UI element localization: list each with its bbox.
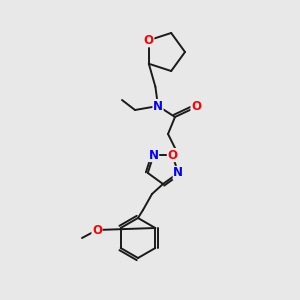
Text: N: N	[153, 100, 163, 112]
Text: O: O	[92, 224, 102, 236]
Text: O: O	[144, 34, 154, 47]
Text: N: N	[148, 148, 159, 162]
Text: O: O	[191, 100, 201, 113]
Text: O: O	[167, 148, 177, 162]
Text: N: N	[173, 167, 183, 179]
